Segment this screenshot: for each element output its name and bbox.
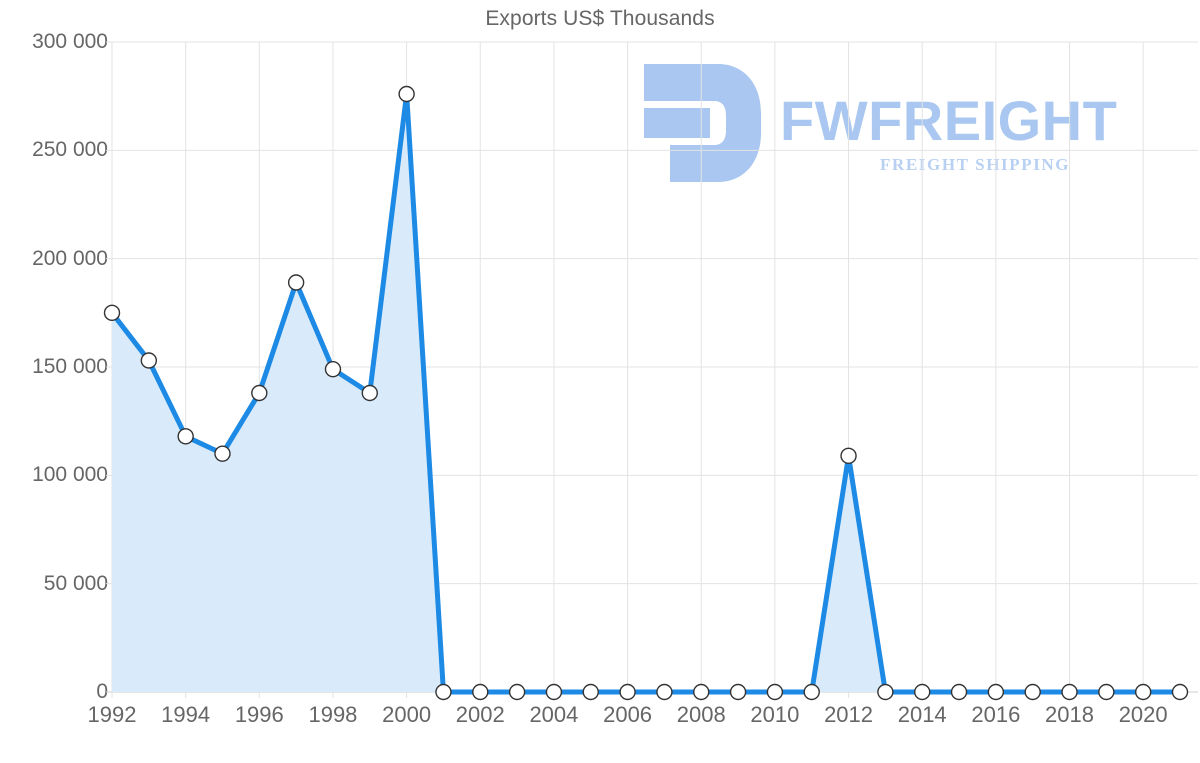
x-tick-label: 2014 bbox=[897, 702, 947, 727]
x-tick-label: 2020 bbox=[1118, 702, 1168, 727]
x-tick-label: 2008 bbox=[676, 702, 726, 727]
chart-title: Exports US$ Thousands bbox=[485, 7, 715, 30]
x-tick-label: 2016 bbox=[971, 702, 1021, 727]
data-point-marker[interactable] bbox=[177, 428, 194, 445]
data-point-marker[interactable] bbox=[472, 683, 489, 701]
data-point-marker[interactable] bbox=[914, 683, 931, 701]
data-point-markers[interactable] bbox=[103, 85, 1189, 701]
x-tick-label: 2018 bbox=[1045, 702, 1094, 727]
data-point-marker[interactable] bbox=[729, 683, 747, 701]
data-point-marker[interactable] bbox=[508, 683, 526, 701]
x-tick-label: 1992 bbox=[87, 702, 137, 727]
data-point-marker[interactable] bbox=[361, 384, 378, 402]
y-tick-label: 250 000 bbox=[32, 138, 108, 162]
data-point-marker[interactable] bbox=[1171, 683, 1189, 701]
data-point-marker[interactable] bbox=[214, 445, 231, 462]
data-point-marker[interactable] bbox=[1098, 683, 1115, 701]
data-point-marker[interactable] bbox=[1024, 683, 1041, 701]
data-point-marker[interactable] bbox=[656, 683, 673, 701]
data-point-marker[interactable] bbox=[251, 384, 268, 402]
data-point-marker[interactable] bbox=[287, 274, 305, 291]
area-fill bbox=[112, 94, 1180, 692]
data-point-marker[interactable] bbox=[619, 683, 636, 701]
data-point-marker[interactable] bbox=[1061, 683, 1078, 701]
x-tick-label: 1998 bbox=[308, 702, 358, 727]
x-tick-label: 2004 bbox=[529, 702, 579, 727]
y-tick-label: 150 000 bbox=[32, 355, 108, 378]
data-point-marker[interactable] bbox=[103, 304, 121, 322]
data-point-marker[interactable] bbox=[840, 447, 857, 465]
x-tick-label: 1994 bbox=[161, 702, 211, 727]
y-tick-label: 100 000 bbox=[32, 463, 108, 487]
y-tick-label: 200 000 bbox=[32, 246, 108, 270]
data-point-marker[interactable] bbox=[877, 683, 894, 701]
data-point-marker[interactable] bbox=[398, 85, 415, 103]
x-tick-label: 2002 bbox=[455, 702, 505, 727]
x-tick-label: 2012 bbox=[824, 702, 874, 727]
data-point-marker[interactable] bbox=[582, 683, 599, 701]
x-tick-label: 2010 bbox=[750, 702, 800, 727]
y-tick-label: 0 bbox=[96, 680, 108, 703]
y-tick-label: 50 000 bbox=[43, 571, 108, 595]
x-tick-label: 1996 bbox=[234, 702, 284, 727]
data-point-marker[interactable] bbox=[987, 683, 1005, 701]
data-point-marker[interactable] bbox=[803, 683, 820, 701]
data-point-marker[interactable] bbox=[693, 683, 710, 701]
x-tick-label: 2006 bbox=[603, 702, 653, 727]
y-tick-label: 300 000 bbox=[32, 30, 108, 53]
data-point-marker[interactable] bbox=[766, 683, 784, 701]
data-point-marker[interactable] bbox=[140, 352, 158, 369]
data-point-marker[interactable] bbox=[545, 683, 563, 701]
data-point-marker[interactable] bbox=[1134, 683, 1152, 701]
data-point-marker[interactable] bbox=[435, 683, 452, 701]
x-tick-label: 2000 bbox=[382, 702, 432, 727]
data-point-marker[interactable] bbox=[324, 360, 342, 378]
data-point-marker[interactable] bbox=[950, 683, 968, 701]
